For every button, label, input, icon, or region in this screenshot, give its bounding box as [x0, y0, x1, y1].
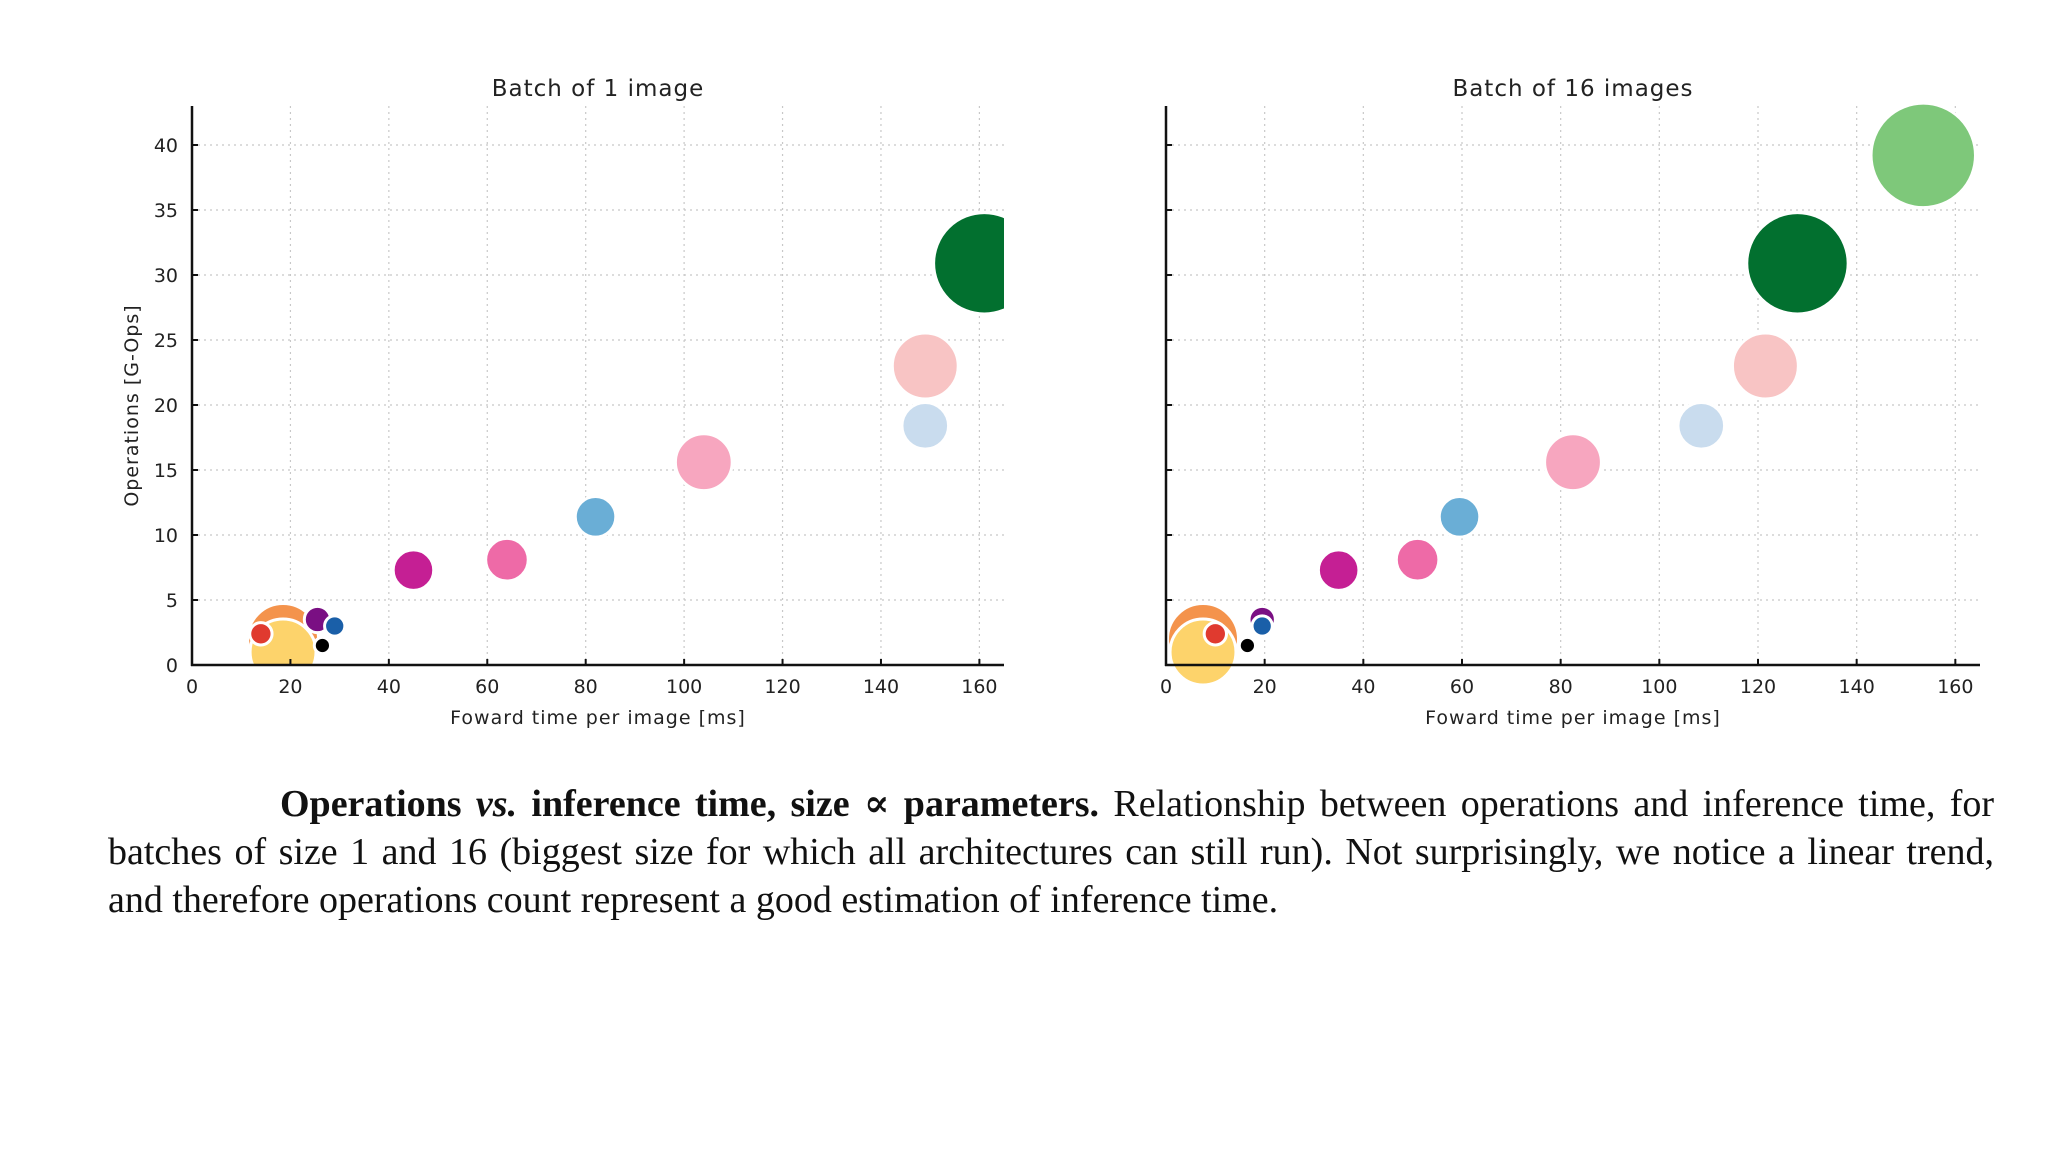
data-point [1316, 548, 1361, 592]
caption-text: Relationship between operations and infe… [108, 783, 1995, 921]
x-axis-label: Foward time per image [ms] [450, 707, 746, 729]
y-axis-label: Operations [G-Ops] [121, 304, 143, 506]
data-point [673, 432, 734, 493]
x-tick-label: 120 [764, 676, 800, 698]
data-point [484, 536, 530, 583]
x-tick-label: 100 [666, 676, 702, 698]
caption-bold-1: Operations [280, 783, 476, 825]
data-point [1437, 495, 1482, 539]
x-tick-label: 20 [1253, 676, 1277, 698]
points-layer [1166, 101, 1977, 687]
y-tick-label: 0 [166, 655, 178, 677]
x-tick-label: 120 [1740, 676, 1776, 698]
x-tick-label: 40 [1351, 676, 1375, 698]
data-point [1394, 536, 1441, 583]
x-tick-label: 60 [1450, 676, 1474, 698]
chart-2: 0 20 40 60 80 100 120 140 160 Batch of 16 images F… [1160, 76, 1980, 729]
data-point [890, 331, 960, 401]
x-tick-label: 40 [377, 676, 401, 698]
y-tick-label: 15 [154, 460, 178, 482]
x-tick-label: 100 [1641, 676, 1677, 698]
x-tick-label: 140 [1839, 676, 1875, 698]
x-tick-label: 160 [961, 676, 997, 698]
y-tick-label: 5 [166, 590, 178, 612]
x-tick-label: 80 [574, 676, 598, 698]
x-tick-label: 80 [1549, 676, 1573, 698]
data-point [248, 621, 274, 647]
x-tick-label: 140 [863, 676, 899, 698]
figure-caption: Operations vs. inference time, size ∝ pa… [108, 780, 1994, 924]
x-tick-label: 0 [1160, 676, 1172, 698]
data-point [1237, 635, 1258, 656]
x-tick-label: 60 [475, 676, 499, 698]
x-axis-label: Foward time per image [ms] [1425, 707, 1721, 729]
y-tick-label: 10 [154, 525, 178, 547]
chart-1: 0 20 40 60 80 100 120 140 160 0 5 10 15 20 25 30 35 40 Bat… [121, 76, 1004, 729]
y-tick-label: 20 [154, 395, 178, 417]
data-point [312, 635, 333, 656]
data-point [1202, 621, 1228, 647]
data-point [900, 400, 951, 451]
caption-bold-2: inference time, size ∝ parameters. [517, 783, 1100, 825]
y-tick-label: 40 [154, 135, 178, 157]
data-point [391, 548, 436, 592]
data-point [1676, 400, 1727, 451]
chart-title: Batch of 16 images [1452, 76, 1693, 102]
caption-italic: vs. [475, 783, 518, 825]
data-point [1745, 211, 1850, 316]
data-point [323, 614, 347, 638]
data-point [1543, 432, 1603, 493]
x-tick-label: 0 [186, 676, 198, 698]
figure-charts: 0 20 40 60 80 100 120 140 160 0 5 10 15 20 25 30 35 40 Bat… [121, 76, 1980, 729]
data-point [1730, 331, 1800, 401]
points-layer [246, 211, 1004, 665]
y-tick-label: 35 [154, 200, 178, 222]
data-point [1250, 614, 1274, 638]
x-tick-label: 20 [278, 676, 302, 698]
y-tick-label: 25 [154, 330, 178, 352]
y-tick-label: 30 [154, 265, 178, 287]
data-point [1869, 101, 1977, 210]
x-tick-label: 160 [1937, 676, 1973, 698]
chart-title: Batch of 1 image [492, 76, 705, 102]
data-point [932, 211, 1004, 316]
data-point [573, 495, 618, 539]
